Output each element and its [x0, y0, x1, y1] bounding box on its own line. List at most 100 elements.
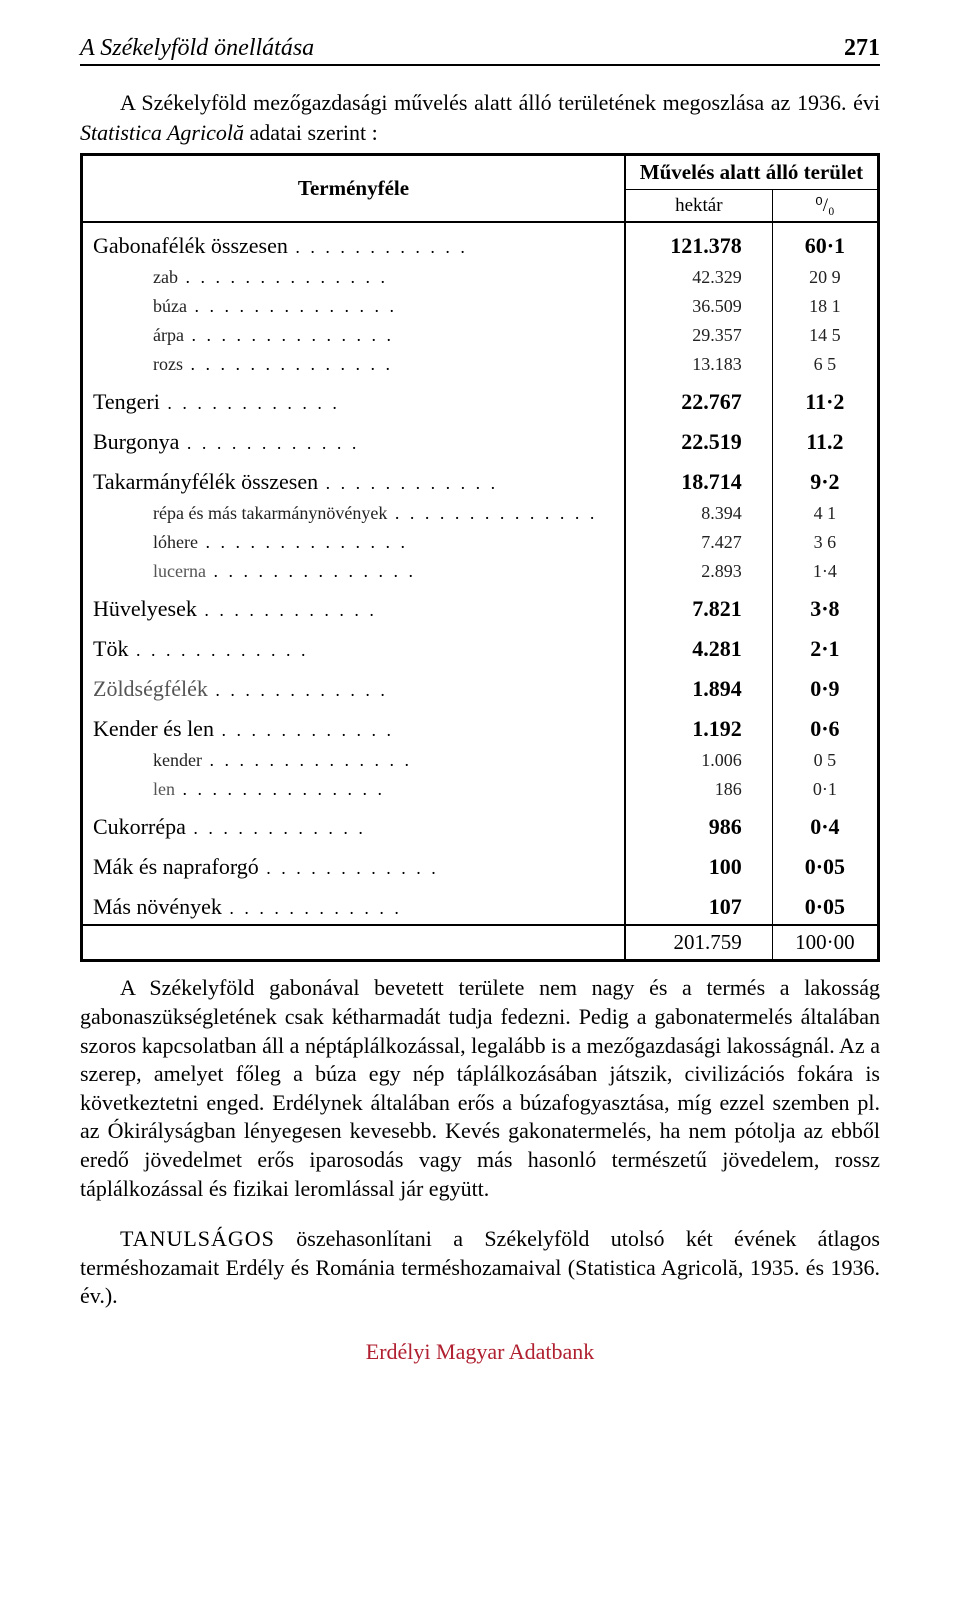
row-label-text: árpa	[153, 325, 184, 345]
leader-dots: . . . . . . . . . . . .	[197, 600, 377, 620]
row-hectare: 986	[625, 804, 772, 844]
row-hectare: 1.894	[625, 666, 772, 706]
table-row: árpa . . . . . . . . . . . . . .29.35714…	[82, 321, 879, 350]
table-row: Tengeri . . . . . . . . . . . .22.76711·…	[82, 379, 879, 419]
row-percent: 14 5	[772, 321, 878, 350]
row-percent: 11.2	[772, 419, 878, 459]
row-percent: 0·6	[772, 706, 878, 746]
row-label-text: répa és más takarmánynövények	[153, 503, 387, 523]
leader-dots: . . . . . . . . . . . .	[222, 898, 402, 918]
table-row: lucerna . . . . . . . . . . . . . .2.893…	[82, 557, 879, 586]
table-row: lóhere . . . . . . . . . . . . . .7.4273…	[82, 528, 879, 557]
table-row: len . . . . . . . . . . . . . .1860·1	[82, 775, 879, 804]
row-label: lucerna . . . . . . . . . . . . . .	[82, 557, 625, 586]
table-row: Más növények . . . . . . . . . . . . 1070…	[82, 884, 879, 925]
table-row: Cukorrépa . . . . . . . . . . . .9860·4	[82, 804, 879, 844]
table-row: Hüvelyesek . . . . . . . . . . . .7.8213…	[82, 586, 879, 626]
leader-dots: . . . . . . . . . . . . . .	[178, 267, 388, 287]
row-label-text: Cukorrépa	[93, 814, 186, 839]
row-label: Zöldségfélék . . . . . . . . . . . .	[82, 666, 625, 706]
row-percent: 0·4	[772, 804, 878, 844]
total-row: 201.759 100·00	[82, 925, 879, 961]
row-hectare: 2.893	[625, 557, 772, 586]
row-label: Gabonafélék összesen . . . . . . . . . .…	[82, 222, 625, 263]
row-label: árpa . . . . . . . . . . . . . .	[82, 321, 625, 350]
row-hectare: 22.519	[625, 419, 772, 459]
row-hectare: 18.714	[625, 459, 772, 499]
table-row: kender . . . . . . . . . . . . . .1.0060…	[82, 746, 879, 775]
row-label-text: búza	[153, 296, 187, 316]
row-hectare: 121.378	[625, 222, 772, 263]
row-label: Hüvelyesek . . . . . . . . . . . .	[82, 586, 625, 626]
row-percent: 18 1	[772, 292, 878, 321]
intro-italic: Statistica Agricolă	[80, 120, 244, 145]
row-hectare: 29.357	[625, 321, 772, 350]
row-percent: 3 6	[772, 528, 878, 557]
row-hectare: 107	[625, 884, 772, 925]
leader-dots: . . . . . . . . . . . .	[214, 720, 394, 740]
table-row: zab . . . . . . . . . . . . . .42.32920 …	[82, 263, 879, 292]
leader-dots: . . . . . . . . . . . .	[208, 680, 388, 700]
row-label-text: len	[153, 779, 175, 799]
row-hectare: 4.281	[625, 626, 772, 666]
row-label-text: lóhere	[153, 532, 198, 552]
table-row: Tök . . . . . . . . . . . .4.2812·1	[82, 626, 879, 666]
row-percent: 0·05	[772, 844, 878, 884]
leader-dots: . . . . . . . . . . . . . .	[198, 532, 408, 552]
table-row: Burgonya . . . . . . . . . . . .22.51911…	[82, 419, 879, 459]
row-percent: 0·1	[772, 775, 878, 804]
crop-table: Terményféle Művelés alatt álló terület h…	[80, 153, 880, 962]
row-hectare: 42.329	[625, 263, 772, 292]
table-row: Gabonafélék összesen . . . . . . . . . .…	[82, 222, 879, 263]
body-paragraph-1: A Székelyföld gabonával bevetett terület…	[80, 974, 880, 1203]
row-percent: 9·2	[772, 459, 878, 499]
para2-lead: TANULSÁGOS	[120, 1226, 275, 1251]
row-hectare: 13.183	[625, 350, 772, 379]
row-percent: 20 9	[772, 263, 878, 292]
leader-dots: . . . . . . . . . . . . . .	[175, 779, 385, 799]
row-label: búza . . . . . . . . . . . . . .	[82, 292, 625, 321]
leader-dots: . . . . . . . . . . . .	[288, 237, 468, 257]
table-row: Takarmányfélék összesen . . . . . . . . …	[82, 459, 879, 499]
leader-dots: . . . . . . . . . . . . . .	[183, 354, 393, 374]
table-row: búza . . . . . . . . . . . . . .36.50918…	[82, 292, 879, 321]
row-percent: 0·9	[772, 666, 878, 706]
leader-dots: . . . . . . . . . . . .	[128, 640, 308, 660]
page-number: 271	[844, 35, 880, 62]
row-hectare: 1.192	[625, 706, 772, 746]
crop-table-body: Gabonafélék összesen . . . . . . . . . .…	[82, 222, 879, 925]
row-label: Tengeri . . . . . . . . . . . .	[82, 379, 625, 419]
row-percent: 1·4	[772, 557, 878, 586]
row-label-text: Gabonafélék összesen	[93, 233, 288, 258]
row-label: zab . . . . . . . . . . . . . .	[82, 263, 625, 292]
row-label-text: zab	[153, 267, 178, 287]
th-termenyfele: Terményféle	[82, 155, 625, 223]
row-hectare: 36.509	[625, 292, 772, 321]
row-label: Burgonya . . . . . . . . . . . .	[82, 419, 625, 459]
table-row: rozs . . . . . . . . . . . . . .13.1836 …	[82, 350, 879, 379]
row-percent: 60·1	[772, 222, 878, 263]
row-label: rozs . . . . . . . . . . . . . .	[82, 350, 625, 379]
leader-dots: . . . . . . . . . . . .	[259, 858, 439, 878]
row-hectare: 100	[625, 844, 772, 884]
table-row: répa és más takarmánynövények . . . . . …	[82, 499, 879, 528]
row-percent: 0·05	[772, 884, 878, 925]
leader-dots: . . . . . . . . . . . . . .	[202, 750, 412, 770]
row-label-text: lucerna	[153, 561, 206, 581]
leader-dots: . . . . . . . . . . . . . .	[184, 325, 394, 345]
row-label-text: Kender és len	[93, 716, 214, 741]
row-percent: 4 1	[772, 499, 878, 528]
row-hectare: 1.006	[625, 746, 772, 775]
row-label-text: Mák és napraforgó	[93, 854, 259, 879]
row-label: Cukorrépa . . . . . . . . . . . .	[82, 804, 625, 844]
row-label: Tök . . . . . . . . . . . .	[82, 626, 625, 666]
row-label-text: Takarmányfélék összesen	[93, 469, 318, 494]
running-head: A Székelyföld önellátása 271	[80, 35, 880, 66]
row-label-text: Más növények	[93, 894, 222, 919]
row-label-text: kender	[153, 750, 202, 770]
row-hectare: 7.821	[625, 586, 772, 626]
row-label-text: Burgonya	[93, 429, 179, 454]
row-label: kender . . . . . . . . . . . . . .	[82, 746, 625, 775]
row-percent: 2·1	[772, 626, 878, 666]
row-percent: 11·2	[772, 379, 878, 419]
